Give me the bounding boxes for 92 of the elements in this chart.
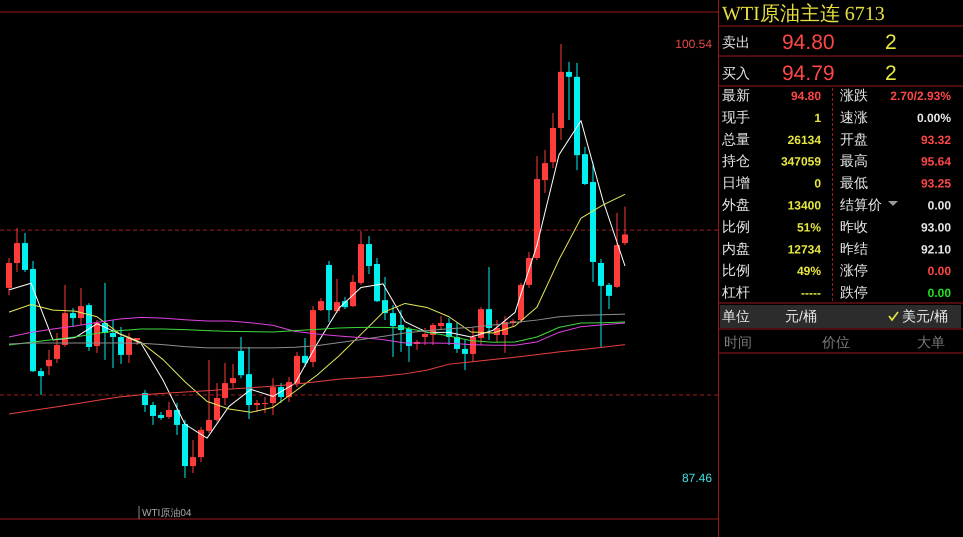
text: 0	[814, 176, 822, 191]
text: 0.00	[928, 198, 952, 212]
candlestick	[462, 339, 468, 371]
text: 93.00	[920, 220, 952, 234]
text: 日增	[722, 174, 750, 191]
text: 26134	[788, 132, 822, 147]
candlestick	[222, 362, 228, 406]
text: 大单	[917, 334, 945, 350]
y-tick-label: 87.46	[682, 471, 712, 485]
text: 94.79	[782, 62, 835, 85]
text: 最低	[840, 174, 868, 191]
candlestick	[230, 363, 236, 389]
text: 单位	[722, 308, 750, 324]
candlestick	[422, 328, 428, 346]
text: WTI原油04	[142, 507, 192, 519]
text: 涨停	[840, 262, 868, 278]
text: 现手	[722, 108, 750, 125]
candlestick	[126, 332, 132, 364]
text: 94.80	[782, 31, 835, 54]
candlestick	[214, 382, 220, 422]
candlestick	[46, 349, 52, 376]
text: 0.00%	[916, 110, 952, 125]
text: 涨跌	[840, 87, 868, 103]
candlestick	[166, 402, 172, 420]
text: 13400	[788, 198, 822, 212]
y-tick-label: 100.54	[675, 37, 712, 51]
candlestick	[486, 266, 492, 340]
text: 结算价	[840, 196, 882, 212]
candlestick	[150, 402, 156, 426]
text: 总量	[721, 130, 750, 147]
text: 347059	[780, 154, 822, 169]
candlestick	[382, 276, 388, 321]
candlestick	[70, 308, 76, 328]
candlestick	[254, 400, 260, 412]
candlestick	[366, 236, 372, 274]
text: 93.32	[920, 132, 952, 147]
text: 美元/桶	[902, 308, 948, 324]
text: 跌停	[840, 284, 868, 300]
candlestick	[334, 278, 340, 314]
text: 时间	[724, 334, 752, 350]
candlestick	[190, 440, 196, 474]
text: 0.00	[928, 286, 952, 300]
text: 95.64	[920, 154, 952, 169]
text: 12734	[788, 242, 822, 256]
candlestick	[262, 396, 268, 414]
text: 0.00	[928, 264, 952, 278]
text: 2	[885, 62, 897, 85]
text: 开盘	[840, 130, 868, 147]
text: 昨收	[840, 218, 868, 234]
text: 92.10	[920, 242, 952, 256]
text: 速涨	[840, 108, 868, 125]
text: 最新	[722, 87, 750, 103]
candlestick	[622, 206, 628, 246]
candlestick	[38, 368, 44, 396]
candlestick	[54, 332, 60, 364]
text: 93.25	[920, 176, 952, 191]
text: 2	[885, 31, 897, 54]
text: 比例	[722, 262, 750, 278]
text: 昨结	[840, 240, 868, 256]
text: -----	[801, 286, 821, 300]
text: 杠杆	[721, 284, 750, 300]
text: 2.70/2.93%	[890, 89, 952, 103]
text: 比例	[722, 218, 750, 234]
candlestick	[566, 61, 572, 120]
candlestick	[142, 390, 148, 412]
candlestick	[110, 320, 116, 369]
candlestick	[118, 326, 124, 364]
text: 内盘	[722, 240, 750, 256]
text: 买入	[722, 65, 750, 81]
candlestick	[78, 287, 84, 326]
text: 94.80	[790, 89, 822, 103]
candlestick	[174, 402, 180, 436]
candlestick	[606, 282, 612, 310]
candlestick	[318, 298, 324, 312]
text: 元/桶	[785, 308, 817, 324]
text: 外盘	[722, 196, 750, 212]
text: 价位	[821, 334, 850, 350]
text: 49%	[796, 264, 822, 278]
text: 卖出	[722, 34, 750, 50]
candlestick	[438, 316, 444, 331]
candlestick	[14, 228, 20, 272]
text: 1	[814, 110, 822, 125]
candlestick	[206, 359, 212, 434]
text: 最高	[840, 152, 868, 169]
candlestick	[270, 378, 276, 416]
candlestick	[390, 304, 396, 358]
text: 51%	[796, 220, 822, 234]
candlestick	[302, 337, 308, 368]
candlestick	[598, 258, 604, 348]
text: 持仓	[722, 152, 750, 169]
text: WTI原油主连 6713	[722, 2, 885, 25]
candlestick	[542, 149, 548, 194]
